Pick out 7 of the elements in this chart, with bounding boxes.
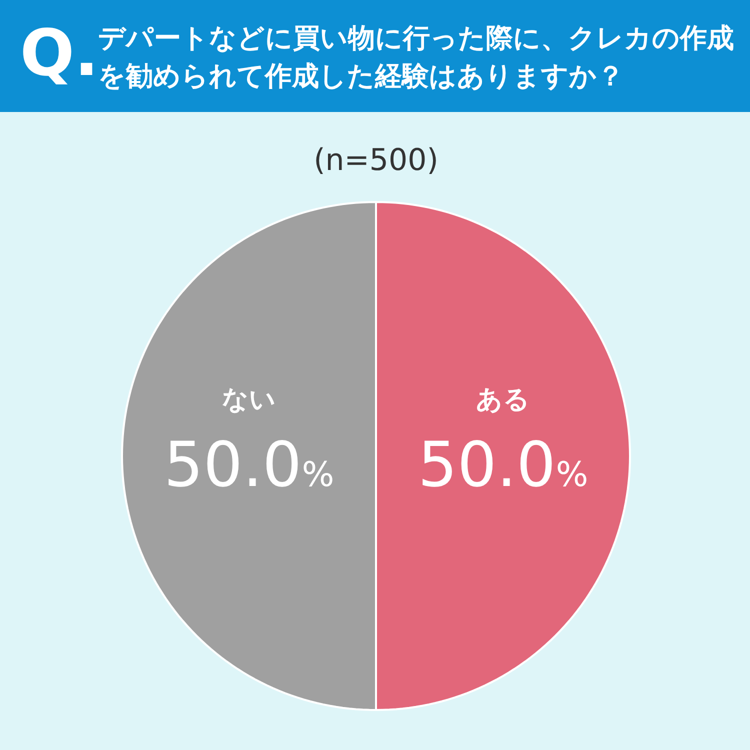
chart-subtitle: (n=500) — [314, 143, 438, 178]
data-label: 50.0% — [418, 428, 588, 501]
slice-label: ない — [222, 385, 276, 415]
slice-label: ある — [476, 385, 530, 415]
chart-title: デパートなどに買い物に行った際に、クレカの作成を勧められて作成した経験はありますか？ — [98, 22, 735, 94]
data-label: 50.0% — [164, 428, 334, 501]
text: Q. — [20, 16, 99, 93]
